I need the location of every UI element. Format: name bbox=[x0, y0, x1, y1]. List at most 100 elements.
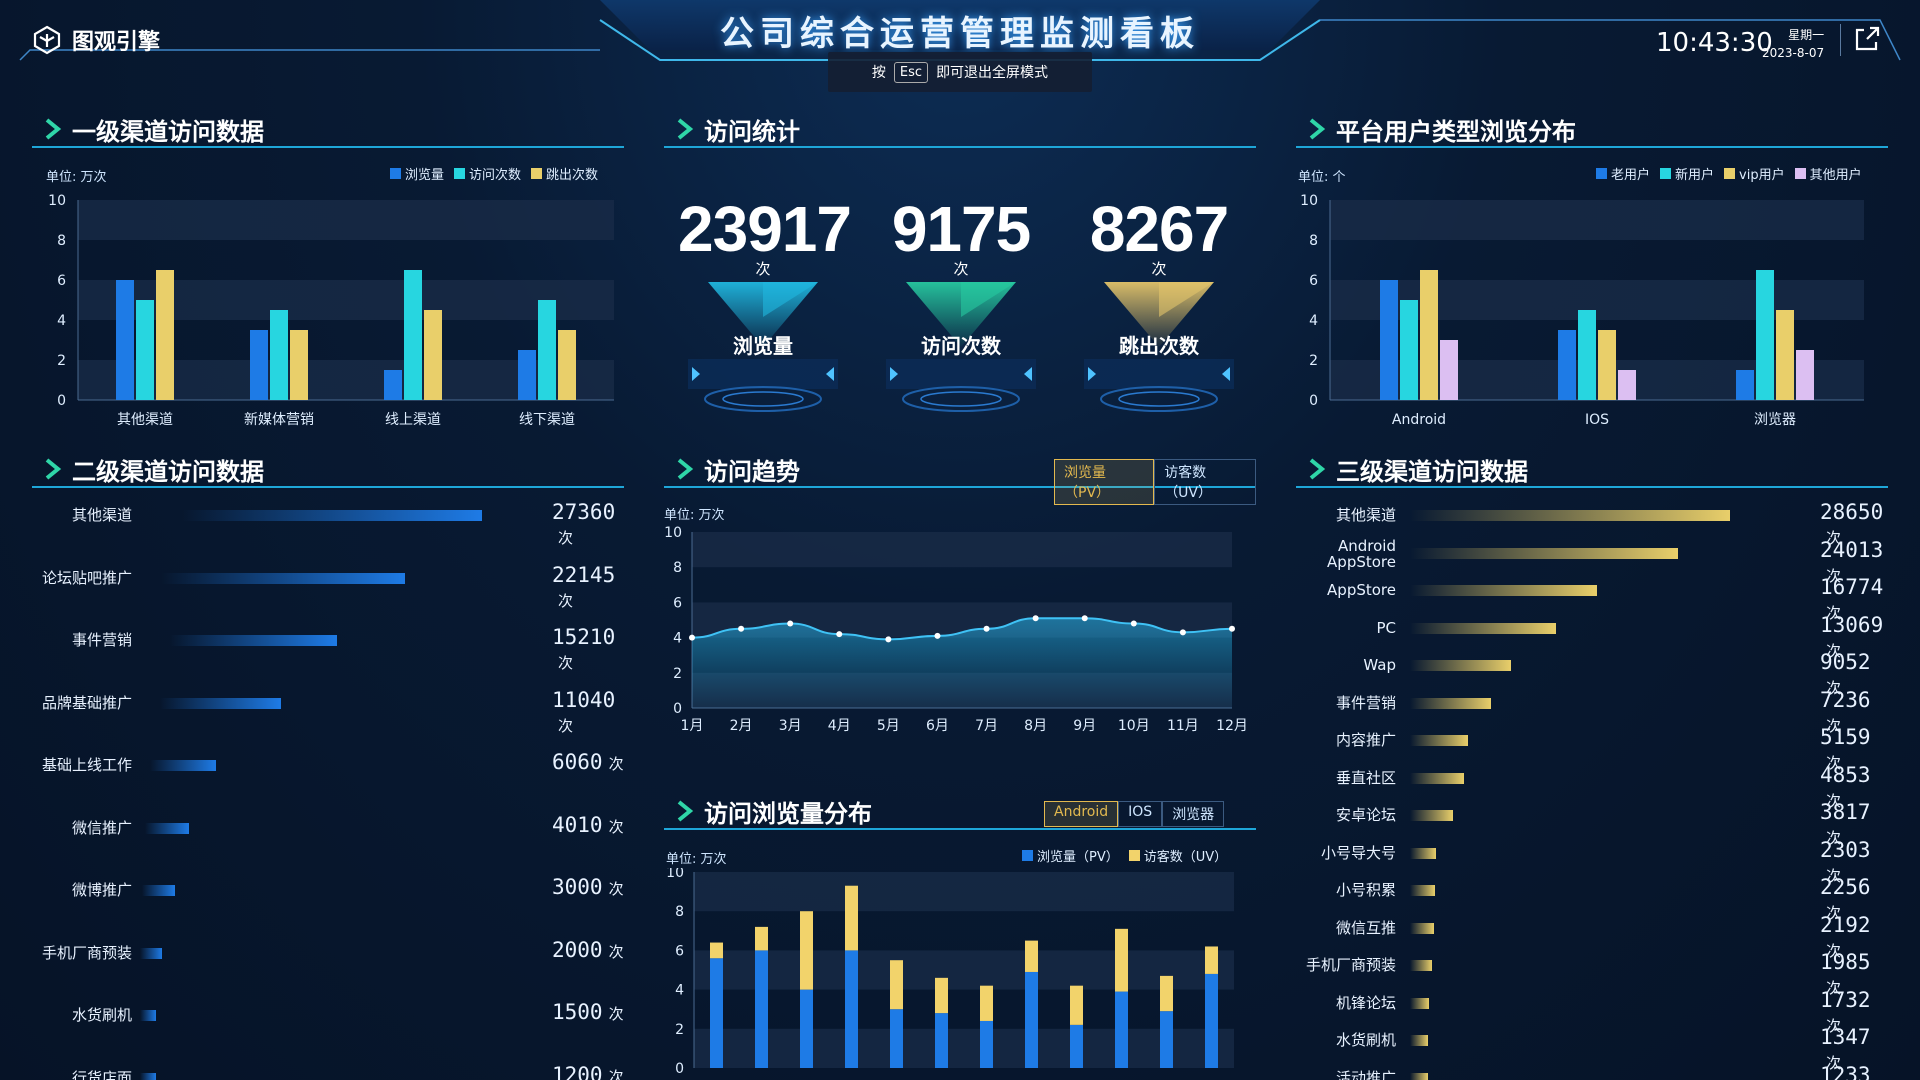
row-label: 其他渠道 bbox=[71, 506, 132, 524]
bar-segment bbox=[1160, 1011, 1173, 1068]
panel-visit-trend: 访问趋势 浏览量（PV） 访客数（UV） 单位: 万次 0 2 4 6 8 10 1月 2月 3… bbox=[664, 448, 1256, 748]
list-item: 其他渠道 28650 次 bbox=[1296, 500, 1888, 547]
row-value: 1233次 bbox=[1820, 1063, 1888, 1080]
area-chart-trend: 0 2 4 6 8 10 1月 2月 3月 4月 5月 6月 7月 8月 9月 10月 11月 12月 bbox=[664, 525, 1248, 734]
bar bbox=[384, 370, 402, 400]
y-tick-label: 2 bbox=[675, 1022, 684, 1038]
tab-browser[interactable]: 浏览器 bbox=[1162, 801, 1225, 827]
bar bbox=[1410, 810, 1453, 821]
pedestal-icon bbox=[688, 282, 838, 412]
tab-android[interactable]: Android bbox=[1044, 801, 1119, 827]
unit-text: 次 bbox=[1826, 641, 1842, 660]
row-value: 15210 次 bbox=[552, 625, 624, 673]
bar bbox=[170, 635, 337, 646]
value-text: 22145 bbox=[552, 562, 616, 587]
bar bbox=[136, 300, 154, 400]
x-tick-label: 11月 bbox=[1167, 718, 1199, 734]
unit-text: 次 bbox=[608, 942, 624, 961]
x-tick-label: 浏览器 bbox=[1754, 412, 1796, 428]
list-item: 事件营销 7236 次 bbox=[1296, 688, 1888, 735]
panel-title: 访问统计 bbox=[704, 118, 800, 146]
bar bbox=[1410, 510, 1730, 521]
bar bbox=[1776, 310, 1794, 400]
unit-text: 次 bbox=[1826, 716, 1842, 735]
page-title: 公司综合运营管理监测看板 bbox=[720, 14, 1200, 54]
value-text: 1732 bbox=[1820, 987, 1871, 1012]
bar bbox=[1410, 1035, 1428, 1046]
legend-item: 老用户 bbox=[1596, 164, 1650, 183]
panel-user-type: 平台用户类型浏览分布 单位: 个 老用户 新用户 vip用户 其他用户 0 2 4 6… bbox=[1296, 108, 1888, 428]
legend-item: 浏览量 bbox=[390, 164, 444, 183]
y-tick-label: 8 bbox=[673, 560, 682, 576]
bar-chart-user-type: 0 2 4 6 8 10 Android IOS 浏览器 bbox=[1300, 193, 1864, 428]
pedestal-icon bbox=[1084, 282, 1234, 412]
panel-secondary-channel: 二级渠道访问数据 其他渠道 27360次 论坛贴吧推广 22145次 事件营销 15210… bbox=[32, 448, 624, 1080]
list-item: 其他渠道 27360 次 bbox=[32, 500, 624, 547]
bar bbox=[140, 947, 162, 959]
bar bbox=[150, 760, 217, 771]
bar bbox=[404, 270, 422, 400]
row-label: 基础上线工作 bbox=[41, 756, 132, 774]
y-tick-label: 10 bbox=[48, 193, 66, 209]
bar bbox=[1410, 547, 1679, 559]
bar-segment bbox=[710, 958, 723, 1068]
data-point bbox=[1032, 615, 1039, 622]
data-point bbox=[738, 625, 745, 632]
list-item: Wap 9052 次 bbox=[1296, 650, 1888, 697]
date-display: 星期一 2023-8-07 bbox=[1762, 26, 1824, 62]
row-value: 13069 次 bbox=[1820, 613, 1888, 661]
unit-text: 次 bbox=[608, 880, 624, 898]
tab-pv[interactable]: 浏览量（PV） bbox=[1054, 459, 1155, 505]
value-text: 1985 bbox=[1820, 950, 1871, 974]
unit-text: 次 bbox=[608, 817, 624, 836]
x-tick-label: 线上渠道 bbox=[385, 412, 441, 428]
value-text: 1500 bbox=[552, 1000, 603, 1024]
bar-segment bbox=[755, 926, 768, 951]
platform-tabs: Android IOS 浏览器 bbox=[1044, 801, 1225, 827]
y-tick-label: 4 bbox=[675, 983, 684, 999]
bar bbox=[424, 310, 442, 400]
unit-text: 次 bbox=[1826, 791, 1842, 810]
list-item: 微博推广 3000 次 bbox=[32, 875, 624, 905]
stat-value: 9175 bbox=[891, 193, 1031, 265]
value-text: 11040 bbox=[552, 687, 616, 712]
row-value: 28650 次 bbox=[1820, 500, 1888, 548]
row-value: 1985 次 bbox=[1820, 950, 1888, 998]
chevron-icon bbox=[677, 118, 694, 140]
bar bbox=[270, 310, 288, 400]
data-point bbox=[787, 620, 794, 627]
value-text: 3000 bbox=[552, 875, 603, 899]
list-item: 小号导大号 2303 次 bbox=[1296, 838, 1888, 885]
row-value: 3817 次 bbox=[1820, 800, 1888, 848]
legend-item: vip用户 bbox=[1724, 164, 1785, 183]
legend: 老用户 新用户 vip用户 其他用户 bbox=[1596, 164, 1862, 183]
row-label: 活动推广 bbox=[1335, 1068, 1396, 1080]
unit-text: 次 bbox=[1826, 829, 1842, 847]
row-value: 1200 次 bbox=[552, 1063, 624, 1080]
chevron-icon bbox=[45, 118, 62, 140]
bar-segment bbox=[1205, 973, 1218, 1068]
bar-segment bbox=[890, 960, 903, 1010]
unit-text: 次 bbox=[1826, 679, 1842, 697]
value-text: 1200 bbox=[552, 1062, 603, 1080]
bar bbox=[160, 697, 282, 709]
legend: 浏览量（PV） 访客数（UV） bbox=[1022, 846, 1227, 865]
bar-segment bbox=[845, 950, 858, 1068]
bar-segment bbox=[1160, 975, 1173, 1012]
tab-ios[interactable]: IOS bbox=[1118, 801, 1163, 827]
row-value: 11040 次 bbox=[552, 688, 624, 736]
y-tick-label: 2 bbox=[1309, 353, 1318, 369]
tab-uv[interactable]: 访客数（UV） bbox=[1154, 459, 1256, 505]
unit-text: 次 bbox=[1826, 904, 1842, 922]
bar bbox=[1400, 300, 1418, 400]
exit-fullscreen-icon[interactable] bbox=[1852, 24, 1882, 54]
bar-segment bbox=[1070, 1024, 1083, 1068]
unit-text: 次 bbox=[1826, 979, 1842, 997]
row-label: AppStore bbox=[1327, 581, 1396, 599]
chevron-icon bbox=[1309, 118, 1326, 140]
y-tick-label: 4 bbox=[57, 313, 66, 329]
row-value: 2000 次 bbox=[552, 938, 624, 962]
data-point bbox=[1179, 629, 1186, 636]
chevron-icon bbox=[677, 458, 694, 480]
panel-visit-stats: 访问统计 23917 次 浏览量 9175 次 访问次数 bbox=[664, 108, 1256, 412]
